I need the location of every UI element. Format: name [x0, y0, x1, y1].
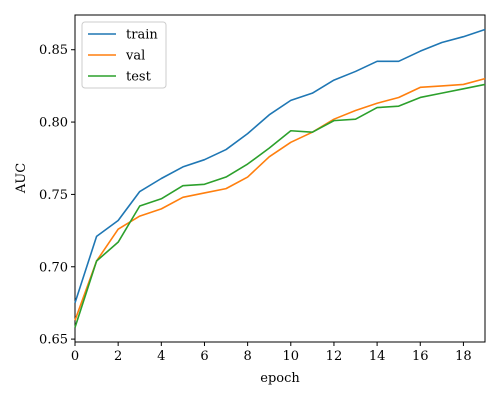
- legend-label-test: test: [126, 70, 152, 85]
- x-tick-label: 12: [326, 349, 343, 364]
- axes-layer: 0 2 4 6 8 10 12 14 16 18 0.65 0.70 0.75 0.80 0.85: [39, 43, 472, 364]
- series-line-test: [74, 83, 486, 328]
- x-tick-label: 6: [200, 349, 208, 364]
- x-tick-label: 18: [455, 349, 472, 364]
- y-tick-label: 0.80: [39, 116, 68, 131]
- plot-frame: [74, 14, 486, 343]
- legend-box: [81, 21, 167, 89]
- x-axis-label: epoch: [260, 371, 300, 386]
- x-tick-label: 0: [71, 349, 79, 364]
- x-tick-label: 4: [157, 349, 165, 364]
- legend-label-val: val: [125, 49, 145, 64]
- y-tick-label: 0.85: [39, 43, 68, 58]
- x-tick-label: 2: [114, 349, 122, 364]
- series-layer: [74, 28, 486, 328]
- x-tick-label: 16: [412, 349, 429, 364]
- series-line-train: [74, 28, 486, 304]
- plot-area: [74, 14, 486, 343]
- y-tick-label: 0.65: [39, 333, 68, 348]
- y-tick-label: 0.70: [39, 260, 68, 275]
- y-axis-label: AUC: [14, 163, 29, 194]
- legend: train val test: [81, 21, 167, 89]
- x-tick-label: 14: [369, 349, 386, 364]
- x-tick-label: 8: [243, 349, 251, 364]
- x-tick-label: 10: [283, 349, 300, 364]
- series-line-val: [74, 77, 486, 321]
- legend-label-train: train: [126, 28, 158, 43]
- y-tick-label: 0.75: [39, 188, 68, 203]
